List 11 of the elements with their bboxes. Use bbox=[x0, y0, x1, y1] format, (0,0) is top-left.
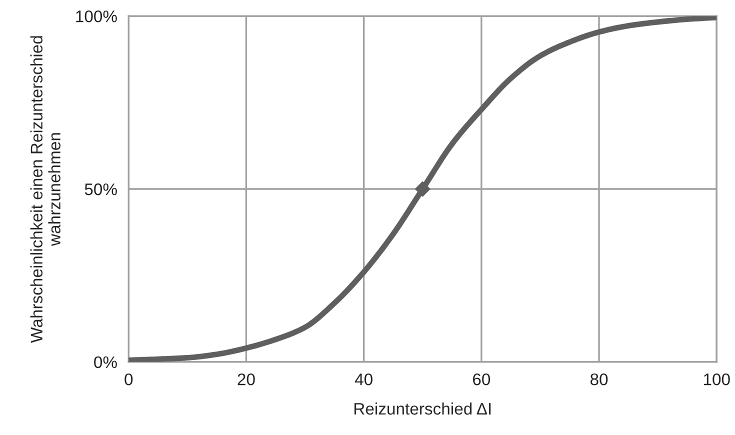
x-tick-label: 40 bbox=[354, 373, 372, 386]
x-tick-label: 0 bbox=[124, 373, 133, 386]
x-axis-title: Reizunterschied ΔI bbox=[354, 402, 491, 415]
x-tick-label: 60 bbox=[473, 373, 490, 386]
x-tick-label: 80 bbox=[590, 373, 608, 386]
y-tick-label: 100% bbox=[76, 10, 117, 22]
x-tick-label: 20 bbox=[238, 373, 255, 386]
y-tick-label: 50% bbox=[84, 183, 117, 196]
y-tick-label: 0% bbox=[94, 356, 117, 368]
x-tick-label: 100 bbox=[704, 373, 730, 386]
y-axis-title: Wahrscheinlichkeit einen Reizunterschied wahrzunehmen bbox=[30, 36, 60, 343]
